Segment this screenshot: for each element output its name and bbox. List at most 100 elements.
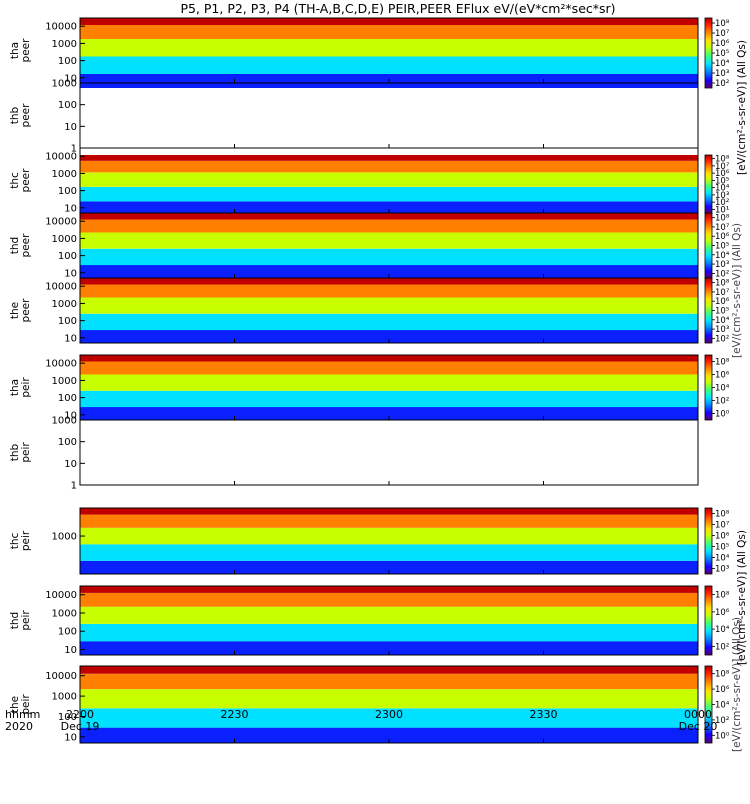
spectrogram-band (80, 355, 698, 362)
colorbar-tick-label: 10⁴ (715, 251, 730, 261)
y-tick-label: 10000 (45, 22, 77, 33)
spectrogram-band (80, 219, 698, 233)
colorbar-tick-label: 10⁴ (715, 701, 730, 711)
colorbar-tick-label: 10⁴ (715, 316, 730, 326)
colorbar-tick-label: 10⁶ (715, 297, 730, 307)
colorbar-tick-label: 10⁸ (715, 591, 730, 601)
y-tick-label: 10 (64, 645, 77, 656)
colorbar-tick-label: 10⁴ (715, 554, 730, 564)
colorbar-label-peir-overlap: [eV/(cm²-s-sr-eV)] (All Qs) (731, 617, 743, 752)
x-tick-date: Dec 20 (679, 720, 718, 733)
y-tick-label: 100 (58, 316, 77, 327)
spectrogram-band (80, 201, 698, 213)
panel-label-instrument: peir (20, 442, 32, 463)
y-tick-label: 100 (58, 627, 77, 638)
y-tick-label: 100 (58, 56, 77, 67)
panel-label-instrument: peer (20, 233, 32, 258)
spectrogram-band (80, 544, 698, 561)
y-tick-label: 1000 (52, 692, 77, 703)
colorbar-tick-label: 10¹ (715, 205, 729, 215)
spectrogram-band (80, 278, 698, 285)
colorbar-label-peer-top: [eV/(cm²-s-sr-eV)] (All Qs) (736, 40, 748, 175)
colorbar-tick-label: 10⁴ (715, 384, 730, 394)
colorbar-tick-label: 10⁵ (715, 176, 729, 186)
spectrogram-band (80, 232, 698, 249)
spectrogram-band (80, 56, 698, 74)
colorbar-tick-label: 10⁴ (715, 625, 730, 635)
y-tick-label: 1 (71, 144, 77, 155)
spectrogram-band (80, 527, 698, 545)
panel-label-instrument: peir (20, 610, 32, 631)
spectrogram-band (80, 213, 698, 220)
y-tick-label: 100 (58, 251, 77, 262)
spectrogram-band (80, 592, 698, 607)
panel-label-probe: the (9, 302, 21, 319)
colorbar-tick-label: 10⁶ (715, 371, 730, 381)
spectrogram-band (80, 666, 698, 674)
colorbar-tick-label: 10⁰ (715, 410, 730, 420)
y-tick-label: 10000 (45, 217, 77, 228)
spectrogram-band (80, 390, 698, 408)
colorbar-tick-label: 10⁸ (715, 358, 730, 368)
colorbar-label-peir-top: [eV/(cm²-s-sr-eV)] (All Qs) (736, 530, 748, 665)
spectrogram-band (80, 248, 698, 266)
colorbar-tick-label: 10⁶ (715, 685, 730, 695)
y-tick-label: 100 (58, 393, 77, 404)
colorbar-tick-label: 10⁶ (715, 39, 730, 49)
y-tick-label: 1000 (52, 608, 77, 619)
spectrogram-band (80, 18, 698, 25)
y-tick-label: 100 (58, 437, 77, 448)
panel-thb-peir: 1 10 100 1000 thb peir (9, 416, 699, 492)
spectrogram-band (80, 284, 698, 298)
y-tick-label: 100 (58, 100, 77, 111)
time-axis-row-label-hhmm: hhmm (5, 708, 40, 721)
y-tick-label: 10 (64, 459, 77, 470)
colorbar-tick-label: 10² (715, 198, 729, 208)
spectrogram-band (80, 689, 698, 709)
panel-label-instrument: peer (20, 168, 32, 193)
x-tick-label: 2200 (66, 708, 94, 721)
colorbar (704, 212, 713, 279)
spectrogram-band (80, 514, 698, 528)
colorbar (704, 277, 713, 344)
colorbar-tick-label: 10² (715, 716, 729, 726)
y-tick-label: 10 (64, 203, 77, 214)
spectrogram-band (80, 155, 698, 161)
spectrogram-band (80, 186, 698, 202)
y-tick-label: 10000 (45, 359, 77, 370)
panel-label-probe: thc (9, 533, 21, 550)
y-tick-label: 1000 (52, 79, 77, 90)
time-axis-row-label-year: 2020 (5, 720, 33, 733)
y-tick-label: 100 (58, 712, 77, 723)
colorbar (704, 585, 713, 656)
y-tick-label: 10000 (45, 590, 77, 601)
colorbar-tick-label: 10⁸ (715, 279, 730, 289)
panel-label-instrument: peir (20, 530, 32, 551)
panel-label-probe: tha (9, 379, 21, 396)
colorbar-tick-label: 10⁸ (715, 510, 730, 520)
panel-label-probe: tha (9, 42, 21, 59)
colorbar-label-peer-overlap: [eV/(cm²-s-sr-eV)] (All Qs) (731, 223, 743, 358)
colorbar-tick-label: 10² (715, 397, 729, 407)
y-tick-label: 1000 (52, 234, 77, 245)
y-tick-label: 10 (64, 122, 77, 133)
colorbar-tick-label: 10⁶ (715, 532, 730, 542)
y-tick-label: 10000 (45, 152, 77, 163)
colorbar-tick-label: 10⁵ (715, 49, 729, 59)
y-tick-label: 1000 (52, 376, 77, 387)
y-tick-label: 1000 (52, 416, 77, 427)
colorbar-tick-label: 10⁵ (715, 242, 729, 252)
panel-label-probe: thd (9, 237, 21, 254)
colorbar-tick-label: 10² (715, 334, 729, 344)
colorbar-tick-label: 10³ (715, 565, 729, 575)
panel-label-probe: thb (9, 443, 21, 461)
colorbar-tick-label: 10⁶ (715, 169, 730, 179)
panel-label-probe: thd (9, 612, 21, 629)
colorbar-tick-label: 10⁷ (715, 162, 730, 172)
colorbar-tick-label: 10² (715, 269, 729, 279)
